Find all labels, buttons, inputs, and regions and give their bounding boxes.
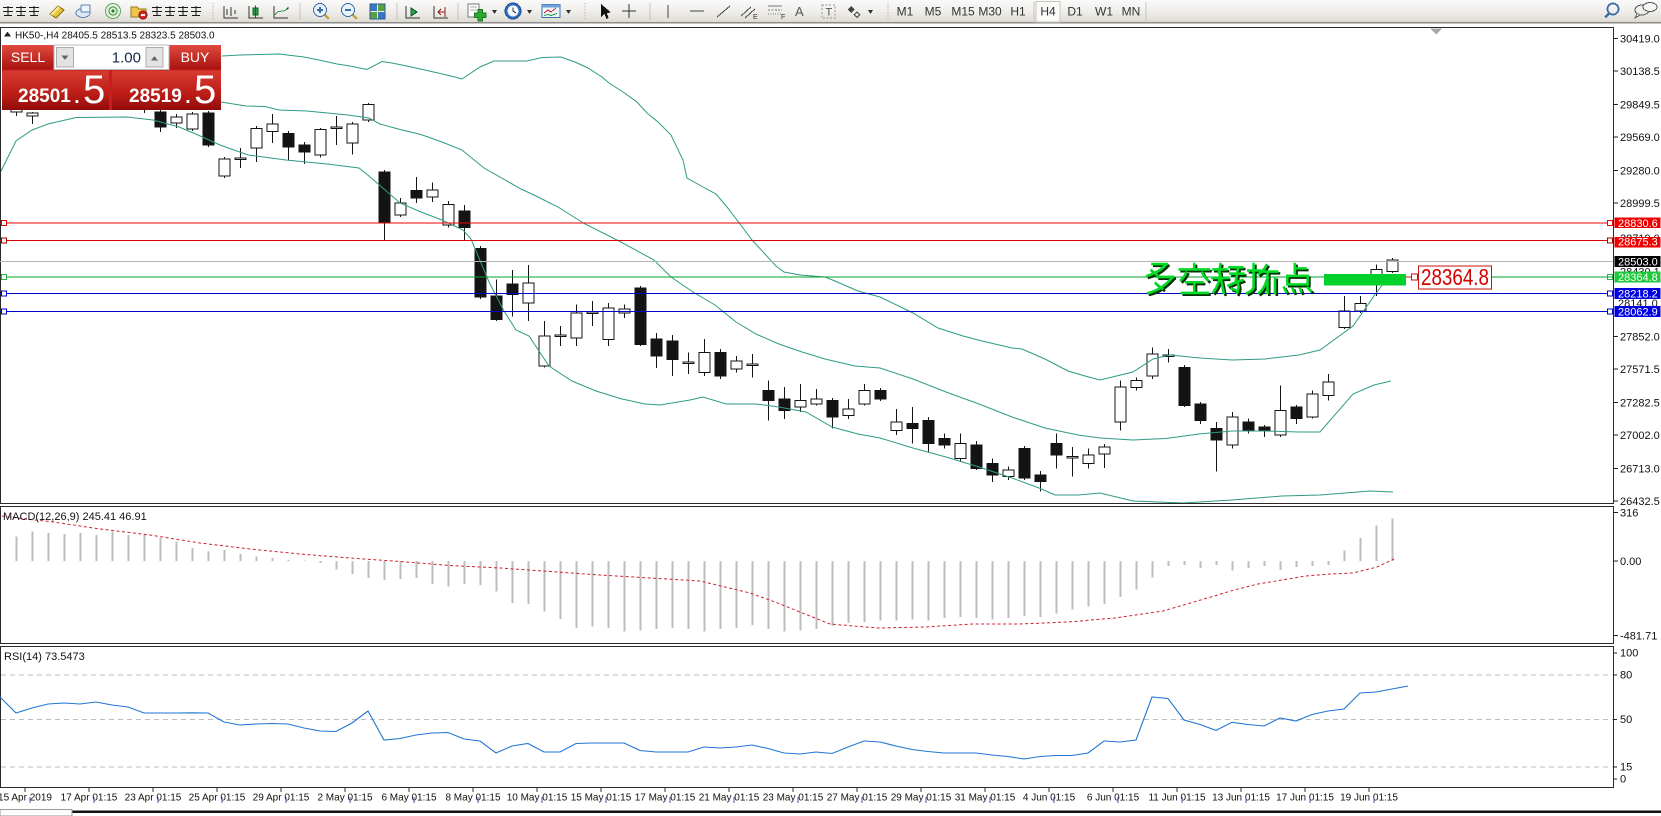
svg-text:29849.5: 29849.5 xyxy=(1620,100,1660,112)
svg-text:0: 0 xyxy=(1620,774,1626,786)
svg-text:MN: MN xyxy=(1122,5,1141,19)
svg-text:19 Jun 01:15: 19 Jun 01:15 xyxy=(1340,793,1398,804)
svg-text:4 Jun 01:15: 4 Jun 01:15 xyxy=(1023,793,1076,804)
svg-text:RSI(14) 73.5473: RSI(14) 73.5473 xyxy=(4,651,85,663)
svg-text:.: . xyxy=(73,78,81,109)
svg-text:F: F xyxy=(781,14,785,21)
svg-text:A: A xyxy=(795,4,804,19)
svg-text:29 Apr 01:15: 29 Apr 01:15 xyxy=(253,793,310,804)
svg-text:E: E xyxy=(753,14,758,21)
svg-text:10 May 01:15: 10 May 01:15 xyxy=(507,793,568,804)
svg-text:17 Apr 01:15: 17 Apr 01:15 xyxy=(61,793,118,804)
svg-text:27571.5: 27571.5 xyxy=(1620,364,1660,376)
svg-text:BUY: BUY xyxy=(181,49,210,65)
svg-text:T: T xyxy=(826,7,833,19)
svg-text:23 Apr 01:15: 23 Apr 01:15 xyxy=(125,793,182,804)
svg-text:28503.0: 28503.0 xyxy=(1618,257,1658,269)
svg-text:6 Jun 01:15: 6 Jun 01:15 xyxy=(1087,793,1140,804)
svg-text:17 Jun 01:15: 17 Jun 01:15 xyxy=(1276,793,1334,804)
svg-text:100: 100 xyxy=(1620,648,1638,660)
svg-text:29569.0: 29569.0 xyxy=(1620,132,1660,144)
svg-text:-481.71: -481.71 xyxy=(1620,630,1657,642)
svg-text:21 May 01:15: 21 May 01:15 xyxy=(699,793,760,804)
svg-text:15: 15 xyxy=(1620,761,1632,773)
svg-text:26713.0: 26713.0 xyxy=(1620,463,1660,475)
svg-text:0.00: 0.00 xyxy=(1620,556,1641,568)
svg-text:25 Apr 01:15: 25 Apr 01:15 xyxy=(189,793,246,804)
svg-text:M5: M5 xyxy=(925,5,942,19)
svg-text:M30: M30 xyxy=(978,5,1002,19)
svg-text:SELL: SELL xyxy=(11,49,45,65)
svg-text:27282.5: 27282.5 xyxy=(1620,397,1660,409)
svg-text:5: 5 xyxy=(194,68,216,112)
svg-text:W1: W1 xyxy=(1095,5,1113,19)
svg-text:23 May 01:15: 23 May 01:15 xyxy=(763,793,824,804)
svg-text:31 May 01:15: 31 May 01:15 xyxy=(955,793,1016,804)
svg-text:27 May 01:15: 27 May 01:15 xyxy=(827,793,888,804)
svg-text:17 May 01:15: 17 May 01:15 xyxy=(635,793,696,804)
svg-text:2 May 01:15: 2 May 01:15 xyxy=(317,793,372,804)
svg-text:316: 316 xyxy=(1620,507,1638,519)
svg-text:28364.8: 28364.8 xyxy=(1421,264,1489,290)
svg-text:30419.0: 30419.0 xyxy=(1620,34,1660,46)
svg-text:28519: 28519 xyxy=(129,86,182,107)
svg-text:28501: 28501 xyxy=(18,86,71,107)
svg-text:M1: M1 xyxy=(897,5,914,19)
svg-text:80: 80 xyxy=(1620,670,1632,682)
svg-text:H4: H4 xyxy=(1040,5,1056,19)
svg-text:29280.0: 29280.0 xyxy=(1620,166,1660,178)
svg-text:D1: D1 xyxy=(1067,5,1083,19)
svg-text:13 Jun 01:15: 13 Jun 01:15 xyxy=(1212,793,1270,804)
svg-text:28999.5: 28999.5 xyxy=(1620,198,1660,210)
svg-text:29 May 01:15: 29 May 01:15 xyxy=(891,793,952,804)
svg-text:1.00: 1.00 xyxy=(112,50,141,67)
svg-text:28062.9: 28062.9 xyxy=(1618,307,1658,319)
svg-text:27852.0: 27852.0 xyxy=(1620,331,1660,343)
svg-text:28364.8: 28364.8 xyxy=(1618,272,1658,284)
svg-text:M15: M15 xyxy=(951,5,975,19)
svg-text:28675.3: 28675.3 xyxy=(1618,237,1658,249)
svg-text:5: 5 xyxy=(83,68,105,112)
svg-text:28830.6: 28830.6 xyxy=(1618,218,1658,230)
svg-text:26432.5: 26432.5 xyxy=(1620,496,1660,508)
svg-text:HK50-,H4 28405.5 28513.5 2832: HK50-,H4 28405.5 28513.5 28323.5 28503.0 xyxy=(15,31,215,42)
svg-text:28218.2: 28218.2 xyxy=(1618,289,1658,301)
svg-text:30138.5: 30138.5 xyxy=(1620,66,1660,78)
svg-text:27002.0: 27002.0 xyxy=(1620,430,1660,442)
svg-text:8 May 01:15: 8 May 01:15 xyxy=(445,793,500,804)
svg-text:11 Jun 01:15: 11 Jun 01:15 xyxy=(1148,793,1206,804)
svg-text:MACD(12,26,9) 245.41 46.91: MACD(12,26,9) 245.41 46.91 xyxy=(3,511,147,523)
svg-text:15 Apr 2019: 15 Apr 2019 xyxy=(0,793,52,804)
svg-text:.: . xyxy=(184,78,192,109)
svg-text:15 May 01:15: 15 May 01:15 xyxy=(571,793,632,804)
svg-text:6 May 01:15: 6 May 01:15 xyxy=(381,793,436,804)
svg-text:H1: H1 xyxy=(1010,5,1026,19)
svg-text:50: 50 xyxy=(1620,714,1632,726)
